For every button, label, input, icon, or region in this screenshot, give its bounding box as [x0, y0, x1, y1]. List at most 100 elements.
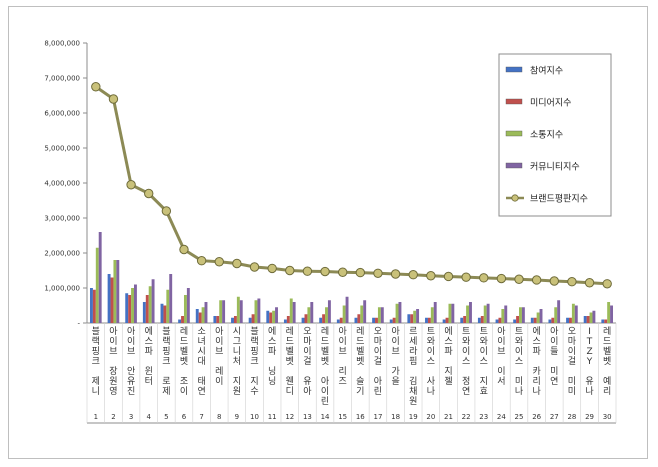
line-point — [373, 268, 383, 278]
bar-커뮤니티지수 — [504, 305, 508, 323]
rank-label: 28 — [567, 413, 576, 421]
bar-커뮤니티지수 — [222, 300, 226, 323]
bar-커뮤니티지수 — [363, 300, 367, 323]
bar-소통지수 — [113, 260, 117, 323]
line-point — [337, 267, 348, 277]
y-tick-label: 6,000,000 — [44, 110, 80, 118]
bar-참여지수 — [125, 293, 129, 323]
bar-미디어지수 — [233, 316, 237, 323]
bar-소통지수 — [360, 305, 364, 323]
rank-label: 17 — [373, 413, 382, 421]
bar-미디어지수 — [163, 305, 167, 323]
bar-참여지수 — [354, 317, 358, 323]
rank-label: 18 — [391, 413, 400, 421]
bar-미디어지수 — [427, 317, 431, 323]
bar-커뮤니티지수 — [521, 307, 525, 323]
bar-미디어지수 — [445, 317, 449, 323]
bar-미디어지수 — [533, 317, 537, 323]
bar-참여지수 — [248, 317, 252, 323]
bar-미디어지수 — [569, 317, 572, 323]
bar-소통지수 — [448, 303, 452, 323]
line-point — [584, 278, 595, 288]
rank-label: 14 — [321, 413, 330, 421]
legend-marker — [511, 194, 519, 202]
bar-소통지수 — [148, 286, 152, 323]
bar-소통지수 — [483, 305, 487, 323]
bar-커뮤니티지수 — [451, 303, 455, 323]
line-point — [549, 276, 559, 286]
bar-미디어지수 — [392, 317, 396, 323]
legend-swatch — [505, 98, 523, 105]
rank-label: 29 — [585, 413, 594, 421]
legend-swatch — [505, 162, 523, 169]
bar-소통지수 — [536, 312, 540, 323]
bar-커뮤니티지수 — [433, 302, 437, 323]
bar-참여지수 — [266, 310, 270, 323]
y-tick-label: 1,000,000 — [44, 285, 80, 293]
bar-소통지수 — [289, 298, 293, 323]
legend-label: 참여지수 — [530, 65, 563, 77]
rank-label: 26 — [532, 413, 541, 421]
bar-커뮤니티지수 — [416, 309, 420, 323]
line-point — [214, 257, 224, 267]
bar-소통지수 — [607, 302, 611, 323]
line-point — [355, 267, 366, 278]
rank-label: 8 — [217, 413, 221, 421]
bar-커뮤니티지수 — [610, 305, 614, 323]
legend-label: 소통지수 — [530, 130, 563, 141]
bar-소통지수 — [325, 307, 328, 323]
line-point — [496, 273, 507, 284]
bar-커뮤니티지수 — [204, 302, 208, 323]
bar-series — [89, 232, 614, 323]
bar-미디어지수 — [286, 316, 290, 323]
bar-소통지수 — [307, 307, 311, 323]
bar-커뮤니티지수 — [151, 279, 155, 323]
y-tick-label: 3,000,000 — [44, 215, 80, 223]
bar-소통지수 — [95, 247, 99, 323]
bar-소통지수 — [183, 295, 187, 323]
bar-커뮤니티지수 — [345, 296, 349, 323]
bar-미디어지수 — [110, 277, 114, 323]
bar-미디어지수 — [269, 312, 273, 323]
bar-미디어지수 — [198, 312, 202, 323]
bar-참여지수 — [530, 317, 534, 323]
line-point — [179, 244, 189, 255]
y-tick-label: 5,000,000 — [44, 145, 80, 153]
bar-소통지수 — [201, 307, 205, 323]
rank-label: 6 — [182, 413, 187, 421]
bar-참여지수 — [160, 303, 164, 323]
y-tick-label: 8,000,000 — [44, 40, 80, 48]
rank-label: 24 — [497, 413, 506, 421]
y-tick-label: 7,000,000 — [44, 75, 80, 83]
rank-label: 7 — [199, 413, 203, 421]
bar-소통지수 — [131, 288, 134, 323]
legend-swatch — [505, 130, 523, 137]
bar-소통지수 — [413, 310, 417, 323]
bar-참여지수 — [513, 319, 517, 323]
bar-소통지수 — [377, 307, 381, 323]
bar-소통지수 — [589, 312, 593, 323]
rank-label: 16 — [356, 413, 365, 421]
bar-미디어지수 — [145, 295, 149, 323]
bar-커뮤니티지수 — [398, 302, 402, 323]
bar-미디어지수 — [357, 314, 361, 323]
bar-소통지수 — [342, 305, 346, 323]
bar-참여지수 — [319, 317, 323, 323]
bar-소통지수 — [272, 310, 276, 323]
bar-소통지수 — [254, 300, 258, 323]
